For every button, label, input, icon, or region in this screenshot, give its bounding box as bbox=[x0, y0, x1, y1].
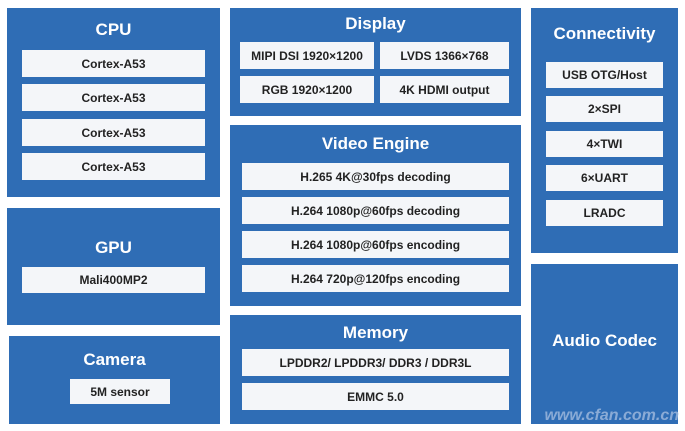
audio-codec-block: Audio Codec bbox=[531, 264, 678, 424]
gpu-item: Mali400MP2 bbox=[22, 267, 205, 293]
video-item: H.264 1080p@60fps decoding bbox=[242, 197, 509, 224]
display-item: RGB 1920×1200 bbox=[240, 76, 374, 103]
connectivity-item: 2×SPI bbox=[546, 96, 663, 122]
display-item: MIPI DSI 1920×1200 bbox=[240, 42, 374, 69]
cpu-title: CPU bbox=[95, 20, 132, 39]
display-item: 4K HDMI output bbox=[380, 76, 509, 103]
video-item: H.264 1080p@60fps encoding bbox=[242, 231, 509, 258]
connectivity-item: LRADC bbox=[546, 200, 663, 226]
connectivity-item: USB OTG/Host bbox=[546, 62, 663, 88]
connectivity-title: Connectivity bbox=[553, 24, 656, 43]
audio-title: Audio Codec bbox=[552, 331, 657, 350]
gpu-block: GPU Mali400MP2 bbox=[7, 208, 220, 325]
cpu-core: Cortex-A53 bbox=[22, 153, 205, 180]
camera-title: Camera bbox=[83, 350, 146, 369]
video-title: Video Engine bbox=[321, 134, 430, 153]
connectivity-block: Connectivity USB OTG/Host 2×SPI 4×TWI 6×… bbox=[531, 8, 678, 253]
cpu-core: Cortex-A53 bbox=[22, 84, 205, 111]
video-item: H.264 720p@120fps encoding bbox=[242, 265, 509, 292]
display-title: Display bbox=[345, 14, 406, 33]
camera-block: Camera 5M sensor bbox=[9, 336, 220, 424]
video-item: H.265 4K@30fps decoding bbox=[242, 163, 509, 190]
gpu-title: GPU bbox=[95, 238, 132, 257]
connectivity-item: 6×UART bbox=[546, 165, 663, 191]
memory-title: Memory bbox=[342, 323, 409, 342]
camera-item: 5M sensor bbox=[70, 379, 170, 404]
cpu-block: CPU Cortex-A53 Cortex-A53 Cortex-A53 Cor… bbox=[7, 8, 220, 197]
cpu-core: Cortex-A53 bbox=[22, 50, 205, 77]
memory-item: EMMC 5.0 bbox=[242, 383, 509, 410]
connectivity-item: 4×TWI bbox=[546, 131, 663, 157]
display-block: Display MIPI DSI 1920×1200 LVDS 1366×768… bbox=[230, 8, 521, 116]
display-item: LVDS 1366×768 bbox=[380, 42, 509, 69]
video-engine-block: Video Engine H.265 4K@30fps decoding H.2… bbox=[230, 125, 521, 306]
watermark: www.cfan.com.cn bbox=[544, 407, 679, 424]
cpu-core: Cortex-A53 bbox=[22, 119, 205, 146]
memory-block: Memory LPDDR2/ LPDDR3/ DDR3 / DDR3L EMMC… bbox=[230, 315, 521, 424]
memory-item: LPDDR2/ LPDDR3/ DDR3 / DDR3L bbox=[242, 349, 509, 376]
